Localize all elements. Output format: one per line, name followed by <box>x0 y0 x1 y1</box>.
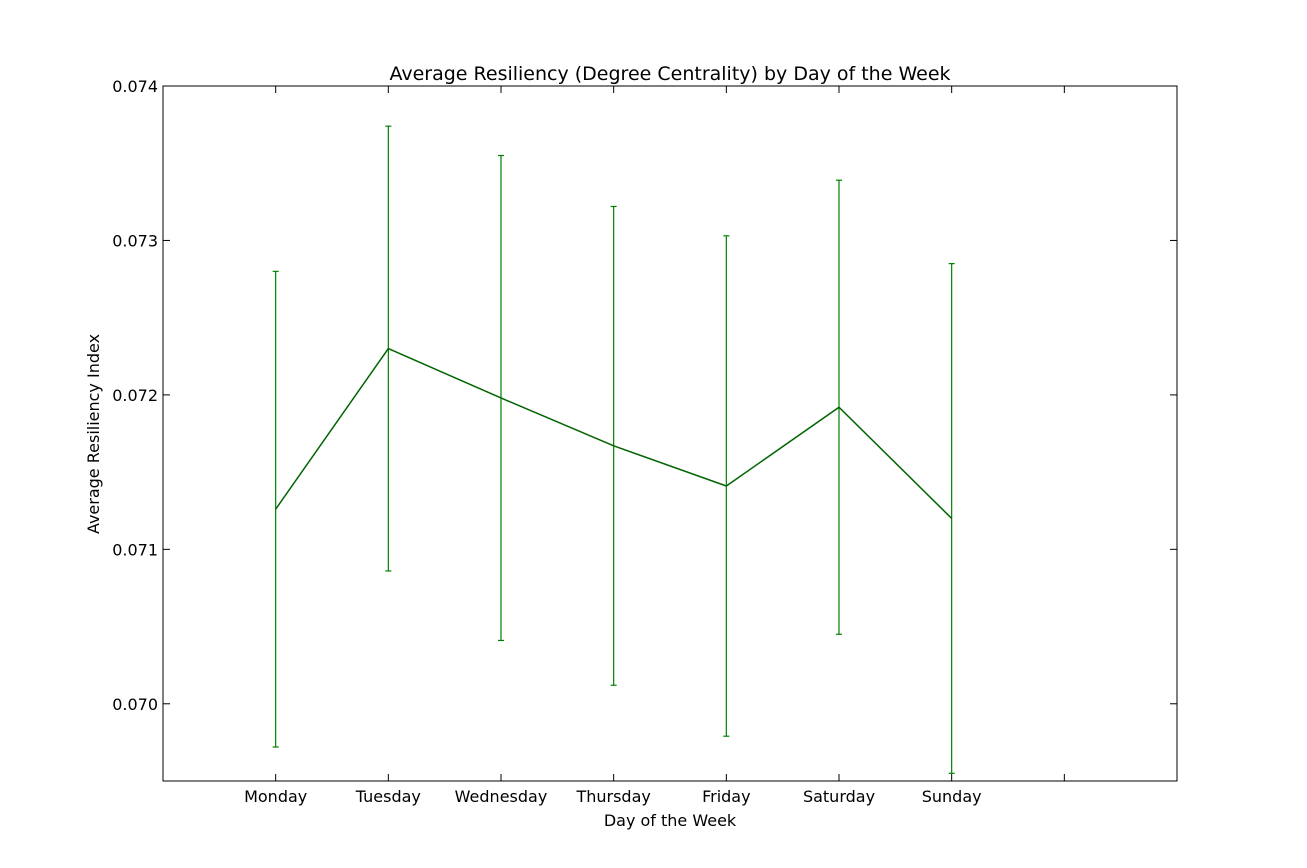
error-bars <box>272 125 955 774</box>
x-tick-label: Thursday <box>575 787 650 806</box>
x-tick-label: Monday <box>244 787 307 806</box>
chart-title: Average Resiliency (Degree Centrality) b… <box>389 63 950 85</box>
y-tick-label: 0.071 <box>112 540 158 559</box>
x-tick-label: Sunday <box>922 787 982 806</box>
x-tick-label: Wednesday <box>455 787 548 806</box>
y-tick-label: 0.070 <box>112 695 158 714</box>
x-axis-label: Day of the Week <box>604 811 737 830</box>
plot-frame <box>162 85 1178 782</box>
y-axis-label: Average Resiliency Index <box>84 334 103 534</box>
series-line <box>275 347 953 519</box>
y-tick-label: 0.074 <box>112 77 158 96</box>
series-group <box>275 347 953 519</box>
x-axis: Monday Tuesday Wednesday Thursday Friday Satu… <box>244 86 1065 806</box>
x-tick-label: Tuesday <box>355 787 421 806</box>
x-tick-label: Friday <box>702 787 751 806</box>
x-tick-label: Saturday <box>803 787 875 806</box>
y-tick-label: 0.073 <box>112 231 158 250</box>
y-tick-label: 0.072 <box>112 386 158 405</box>
y-axis: 0.070 0.071 0.072 0.073 0.074 <box>112 77 1177 714</box>
